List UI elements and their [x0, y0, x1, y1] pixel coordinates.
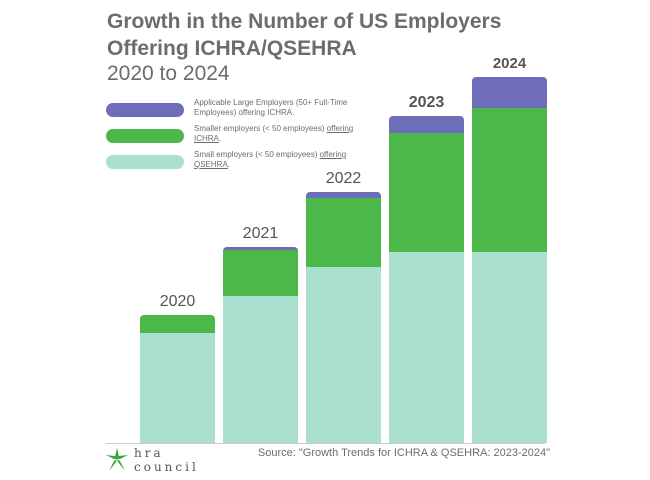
- bar-label-2023: 2023: [409, 94, 445, 111]
- bar-label-2024: 2024: [493, 55, 527, 72]
- bar-2024-series-0: [472, 252, 547, 443]
- source-note: Source: "Growth Trends for ICHRA & QSEHR…: [257, 447, 550, 459]
- legend-swatch-small-qsehra: [106, 155, 184, 169]
- bar-2023-series-2: [389, 116, 464, 133]
- bar-label-2021: 2021: [243, 225, 279, 242]
- bar-2020-series-0: [140, 333, 215, 443]
- bar-group-2023: [389, 116, 464, 443]
- bar-group-2021: [223, 247, 298, 443]
- bar-group-2020: [140, 315, 215, 443]
- hra-council-logo: hra council: [104, 446, 214, 476]
- star-logo-icon: [106, 448, 128, 471]
- chart-title: Growth in the Number of US Employers Off…: [107, 10, 502, 60]
- legend-label-large-employers: Applicable Large Employers (50+ Full-Tim…: [194, 98, 348, 117]
- bar-label-2022: 2022: [326, 170, 362, 187]
- legend-label-smaller-ichra: Smaller employers (< 50 employees) offer…: [194, 124, 354, 143]
- legend-item-large-employers: Applicable Large Employers (50+ Full-Tim…: [106, 98, 356, 128]
- bar-2024-series-2: [472, 77, 547, 108]
- bar-2021-series-0: [223, 296, 298, 443]
- bar-2022-series-2: [306, 192, 381, 198]
- legend-label-small-qsehra: Small employers (< 50 employees) offerin…: [194, 150, 347, 169]
- bar-2021-series-2: [223, 247, 298, 250]
- legend-swatch-smaller-ichra: [106, 129, 184, 143]
- bar-2023-series-1: [389, 133, 464, 252]
- bar-2022-series-0: [306, 267, 381, 443]
- legend-item-small-qsehra: Small employers (< 50 employees) offerin…: [106, 150, 356, 180]
- bar-label-2020: 2020: [160, 293, 196, 310]
- bar-2023-series-0: [389, 252, 464, 443]
- chart-subtitle: 2020 to 2024: [107, 62, 230, 85]
- legend-item-smaller-ichra: Smaller employers (< 50 employees) offer…: [106, 124, 356, 154]
- bar-2020-series-1: [140, 315, 215, 333]
- bar-group-2024: [472, 77, 547, 443]
- bar-2022-series-1: [306, 198, 381, 267]
- logo-text: hra council: [134, 446, 199, 474]
- bar-group-2022: [306, 192, 381, 443]
- bar-2024-series-1: [472, 108, 547, 252]
- bar-2021-series-1: [223, 250, 298, 296]
- legend-swatch-large-employers: [106, 103, 184, 117]
